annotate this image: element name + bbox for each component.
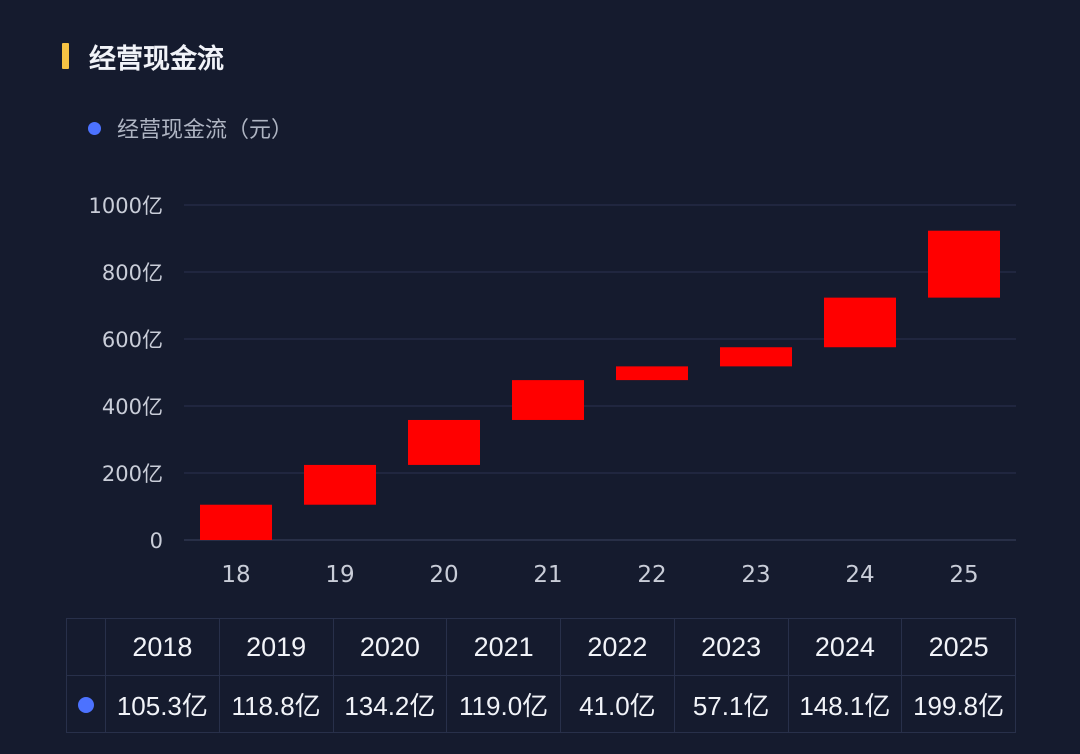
- table-year-cell: 2024: [787, 618, 903, 676]
- y-tick-label: 600亿: [102, 328, 163, 352]
- title-accent-bar: [62, 43, 69, 69]
- chart-legend[interactable]: 经营现金流（元）: [88, 112, 293, 144]
- section-header: 经营现金流: [62, 40, 224, 75]
- table-year-cell: 2019: [218, 618, 334, 676]
- table-year-cell: 2023: [673, 618, 789, 676]
- bar-20[interactable]: [408, 419, 480, 465]
- x-tick-label: 24: [845, 562, 874, 588]
- x-tick-label: 21: [533, 562, 562, 588]
- table-value-cell: 41.0亿: [560, 675, 675, 733]
- table-value-cell: 199.8亿: [901, 675, 1016, 733]
- x-tick-label: 19: [325, 562, 354, 588]
- table-value-cell: 118.8亿: [218, 675, 334, 733]
- legend-label: 经营现金流（元）: [117, 118, 294, 143]
- waterfall-chart: 0 200亿 400亿 600亿 800亿 1000亿 18 19 20 21 22 23 24 25: [89, 194, 1016, 588]
- table-value-cell: 57.1亿: [673, 675, 789, 733]
- table-header-row: 2018 2019 2020 2021 2022 2023 2024 2025: [66, 618, 1016, 676]
- table-year-cell: 2021: [446, 618, 561, 676]
- table-value-cell: 119.0亿: [446, 675, 561, 733]
- table-value-cell: 148.1亿: [787, 675, 903, 733]
- legend-dot-icon: [88, 121, 101, 135]
- page-title: 经营现金流: [89, 43, 224, 75]
- table-corner-cell: [66, 618, 106, 676]
- x-tick-label: 20: [429, 562, 458, 588]
- table-year-cell: 2020: [332, 618, 448, 676]
- table-value-cell: 134.2亿: [332, 675, 448, 733]
- bar-21[interactable]: [512, 380, 584, 420]
- bar-22[interactable]: [616, 366, 688, 381]
- bar-25[interactable]: [928, 230, 1000, 298]
- y-tick-label: 0: [150, 529, 163, 553]
- table-value-row: 105.3亿 118.8亿 134.2亿 119.0亿 41.0亿 57.1亿 …: [66, 675, 1016, 733]
- bar-23[interactable]: [720, 347, 792, 367]
- bar-24[interactable]: [824, 297, 896, 348]
- bar-19[interactable]: [304, 464, 376, 505]
- table-year-cell: 2022: [560, 618, 675, 676]
- y-tick-label: 400亿: [102, 395, 163, 419]
- y-tick-label: 200亿: [102, 462, 163, 486]
- x-tick-label: 25: [949, 562, 978, 588]
- data-table: 2018 2019 2020 2021 2022 2023 2024 2025 …: [66, 618, 1016, 733]
- x-tick-label: 22: [637, 562, 666, 588]
- x-tick-label: 18: [221, 562, 250, 588]
- y-tick-label: 800亿: [102, 261, 163, 285]
- y-tick-label: 1000亿: [89, 194, 163, 218]
- table-year-cell: 2025: [901, 618, 1016, 676]
- bar-18[interactable]: [200, 504, 272, 540]
- x-tick-label: 23: [741, 562, 770, 588]
- table-year-cell: 2018: [105, 618, 220, 676]
- series-dot-icon: [66, 675, 106, 733]
- table-value-cell: 105.3亿: [105, 675, 220, 733]
